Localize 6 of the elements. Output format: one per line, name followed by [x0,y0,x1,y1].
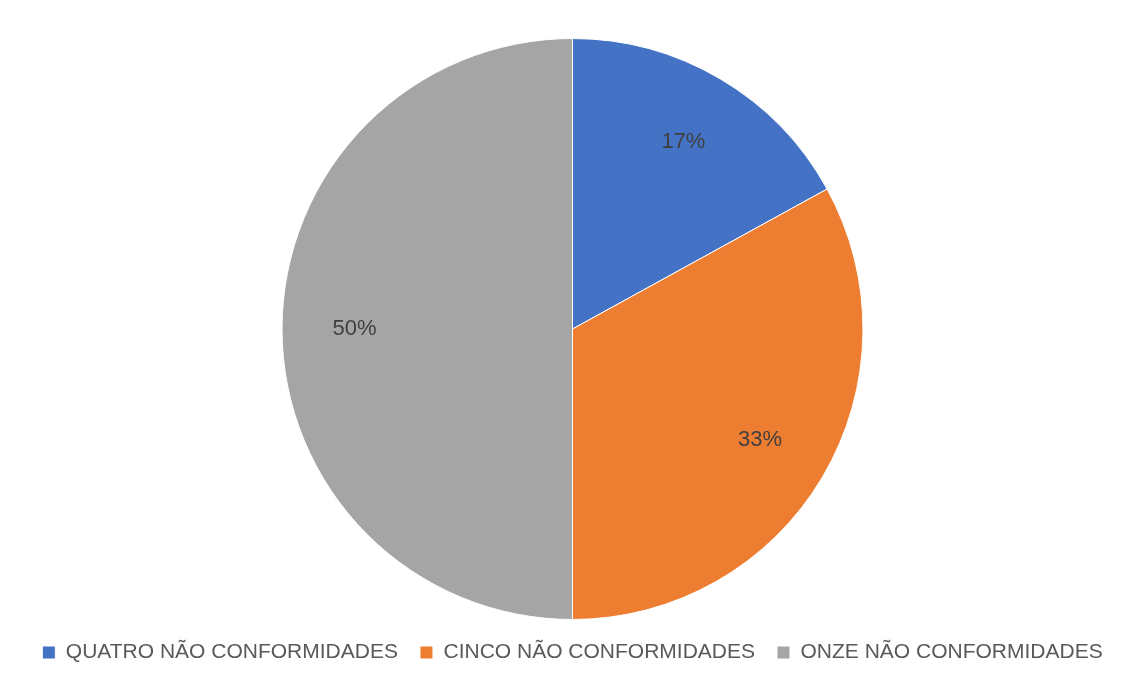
legend-label: CINCO NÃO CONFORMIDADES [443,639,755,663]
data-label: 17% [661,127,706,153]
data-label: 33% [738,425,783,451]
data-label: 50% [332,315,377,341]
legend-label: ONZE NÃO CONFORMIDADES [800,639,1103,663]
legend-label: QUATRO NÃO CONFORMIDADES [65,639,398,663]
